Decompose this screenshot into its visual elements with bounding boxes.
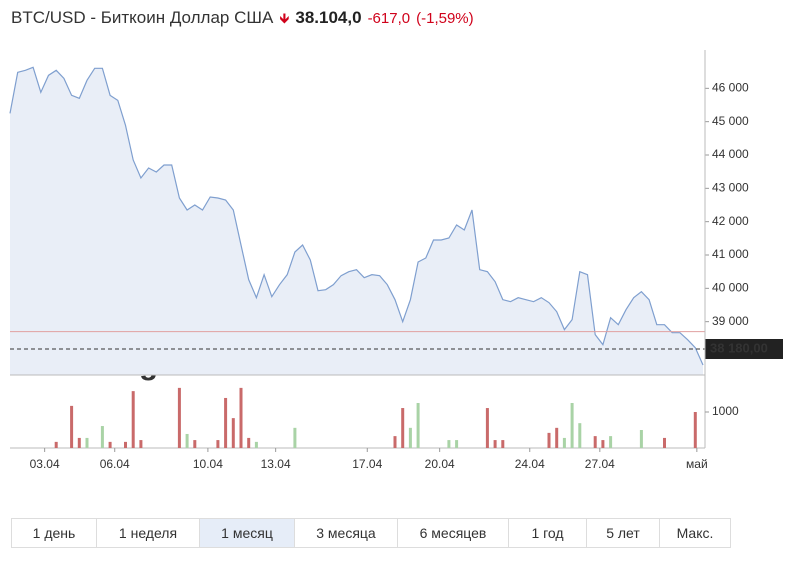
price: 38.104,0 bbox=[295, 8, 362, 27]
y-tick-label: 39 000 bbox=[712, 314, 749, 328]
volume-bar bbox=[593, 436, 597, 448]
volume-bar bbox=[293, 427, 297, 448]
header: BTC/USD - Биткоин Доллар США 🡻 38.104,0 … bbox=[11, 8, 474, 32]
volume-tick-label: 1000 bbox=[712, 404, 739, 418]
volume-bar bbox=[77, 437, 81, 448]
range-button[interactable]: 1 день bbox=[12, 519, 97, 547]
volume-bar bbox=[555, 427, 559, 448]
volume-bar bbox=[85, 437, 89, 448]
range-button[interactable]: 5 лет bbox=[587, 519, 660, 547]
volume-bar bbox=[108, 441, 112, 448]
x-tick-label: май bbox=[686, 457, 708, 471]
volume-bar bbox=[54, 441, 58, 448]
y-tick-label: 44 000 bbox=[712, 147, 749, 161]
range-button[interactable]: 1 неделя bbox=[97, 519, 200, 547]
volume-bar bbox=[493, 440, 497, 448]
volume-bar bbox=[224, 397, 228, 448]
volume-bar bbox=[570, 403, 574, 448]
volume-bar bbox=[193, 440, 197, 448]
y-tick-label: 40 000 bbox=[712, 281, 749, 295]
volume-bar bbox=[254, 441, 258, 448]
range-button[interactable]: 6 месяцев bbox=[398, 519, 509, 547]
volume-bar bbox=[216, 440, 220, 448]
volume-bar bbox=[447, 440, 451, 448]
x-tick-label: 03.04 bbox=[30, 457, 60, 471]
x-tick-label: 06.04 bbox=[100, 457, 130, 471]
last-price-box bbox=[705, 339, 783, 359]
volume-bar bbox=[100, 426, 104, 448]
change-pct: (-1,59%) bbox=[416, 10, 474, 27]
volume-bar bbox=[609, 436, 613, 448]
volume-bar bbox=[416, 403, 420, 448]
y-tick-label: 45 000 bbox=[712, 114, 749, 128]
last-price-label: 38 180,00 bbox=[710, 340, 768, 355]
volume-bar bbox=[124, 441, 127, 448]
x-tick-label: 20.04 bbox=[425, 457, 455, 471]
volume-bar bbox=[70, 405, 74, 448]
range-buttons: 1 день 1 неделя 1 месяц 3 месяца 6 месяцев 1 … bbox=[11, 518, 731, 548]
volume-bar bbox=[547, 432, 551, 448]
volume-bar bbox=[408, 427, 412, 448]
volume-bar bbox=[455, 440, 459, 448]
x-tick-label: 17.04 bbox=[352, 457, 382, 471]
range-button[interactable]: 3 месяца bbox=[295, 519, 398, 547]
pair-name: BTC/USD - Биткоин Доллар США bbox=[11, 8, 274, 27]
x-tick-label: 27.04 bbox=[585, 457, 615, 471]
y-tick-label: 41 000 bbox=[712, 247, 749, 261]
volume-bar bbox=[247, 437, 251, 448]
range-button[interactable]: 1 год bbox=[509, 519, 587, 547]
price-line bbox=[9, 66, 704, 366]
volume-bar bbox=[239, 387, 243, 448]
volume-bar bbox=[601, 440, 605, 448]
volume-bar bbox=[485, 408, 489, 448]
down-arrow: 🡻 bbox=[279, 10, 290, 26]
volume-bar bbox=[131, 391, 135, 448]
y-tick-label: 43 000 bbox=[712, 181, 749, 195]
volume-bar bbox=[139, 440, 143, 448]
x-tick-label: 13.04 bbox=[261, 457, 291, 471]
x-tick-label: 10.04 bbox=[193, 457, 223, 471]
volume-bar bbox=[639, 430, 643, 448]
change: -617,0 bbox=[367, 10, 411, 27]
range-button[interactable]: 1 месяц bbox=[200, 519, 295, 547]
y-tick-label: 46 000 bbox=[712, 81, 749, 95]
volume-bar bbox=[231, 418, 235, 448]
volume-bar bbox=[578, 423, 582, 448]
volume-bar bbox=[693, 412, 697, 448]
volume-bar bbox=[562, 437, 566, 448]
area bbox=[10, 67, 703, 375]
volume-bar bbox=[393, 436, 397, 448]
range-button[interactable]: Макс. bbox=[676, 525, 714, 541]
volume-bar bbox=[177, 387, 181, 448]
y-tick-label: 42 000 bbox=[712, 214, 749, 228]
x-tick-label: 24.04 bbox=[515, 457, 545, 471]
volume-bar bbox=[501, 440, 505, 448]
volume-bar bbox=[401, 408, 405, 448]
volume-bar bbox=[663, 437, 666, 448]
volume-bar bbox=[185, 433, 189, 448]
